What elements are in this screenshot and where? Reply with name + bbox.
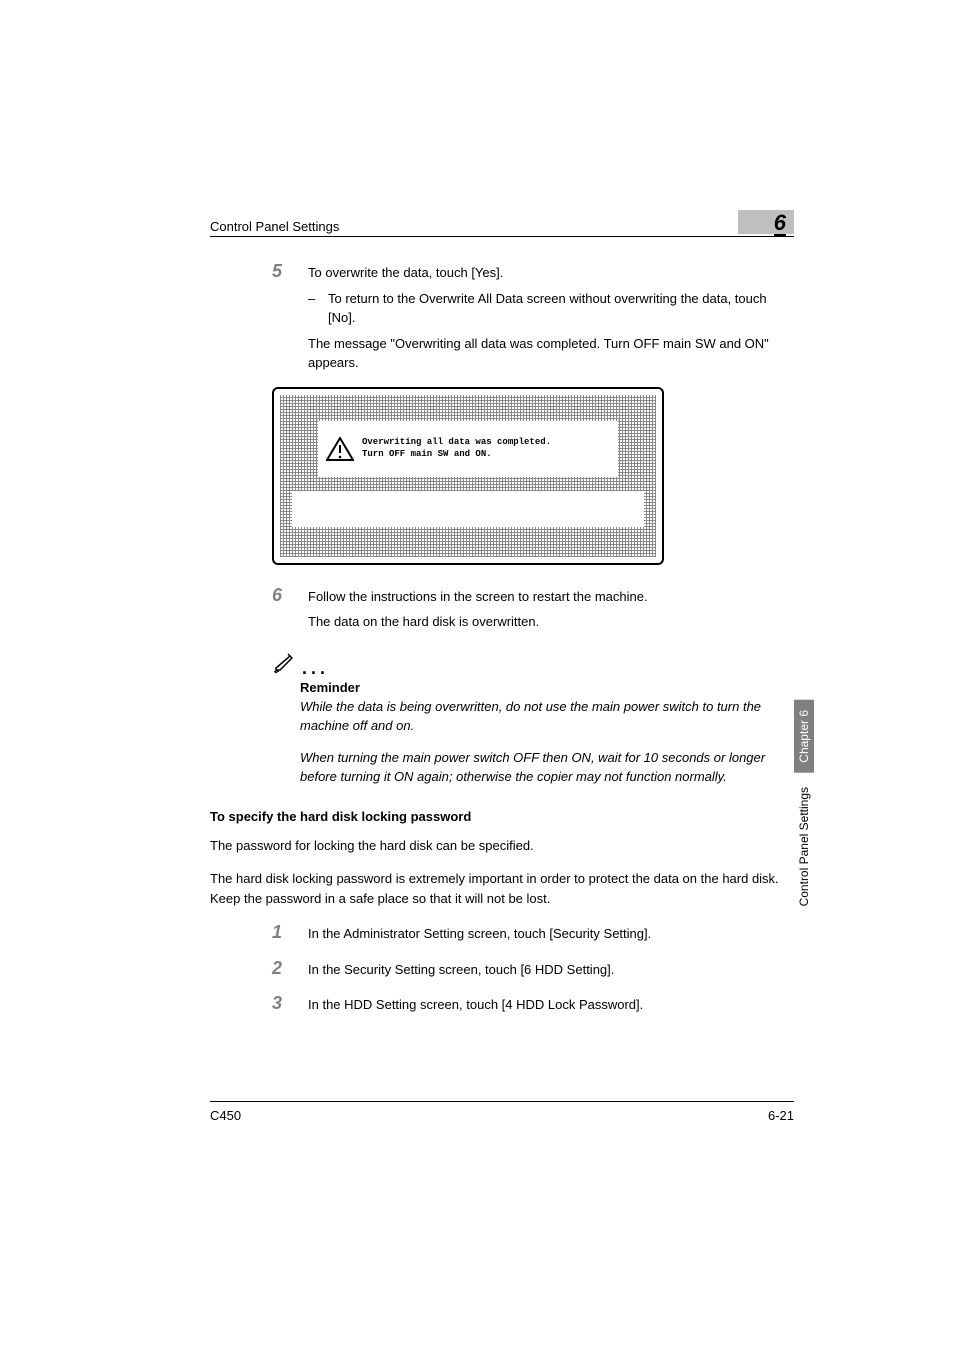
device-screenshot: Overwriting all data was completed. Turn… [272,387,664,565]
step-5-subtext: To return to the Overwrite All Data scre… [328,289,794,328]
page-header: Control Panel Settings 6 [210,210,794,237]
screenshot-msg-line1: Overwriting all data was completed. [362,437,551,449]
side-chapter-label: Chapter 6 [794,700,814,773]
screenshot-stipple: Overwriting all data was completed. Turn… [280,395,656,557]
section-p2: The hard disk locking password is extrem… [210,869,794,908]
reminder-block: ... Reminder While the data is being ove… [272,650,794,787]
step-3-number: 3 [272,993,308,1014]
reminder-dots: ... [302,663,329,674]
step-3: 3 In the HDD Setting screen, touch [4 HD… [272,993,794,1015]
page-footer: C450 6-21 [210,1101,794,1123]
chapter-number: 6 [774,212,786,236]
dash: – [308,289,328,328]
hand-icon [272,650,296,674]
step-5-result: The message "Overwriting all data was co… [308,334,794,373]
step-5-body: To overwrite the data, touch [Yes]. – To… [308,263,794,373]
header-section-title: Control Panel Settings [210,219,339,234]
warning-icon [326,437,354,461]
reminder-p1: While the data is being overwritten, do … [300,697,794,736]
chapter-badge: 6 [738,210,794,234]
step-1: 1 In the Administrator Setting screen, t… [272,922,794,944]
step-5-number: 5 [272,261,308,282]
section-p1: The password for locking the hard disk c… [210,836,794,856]
step-5-text: To overwrite the data, touch [Yes]. [308,263,794,283]
reminder-header: ... [272,650,794,674]
step-2-text: In the Security Setting screen, touch [6… [308,960,794,980]
screenshot-bottom-strip [292,491,644,527]
step-6: 6 Follow the instructions in the screen … [272,585,794,632]
side-tab: Chapter 6 Control Panel Settings [794,700,814,906]
step-1-text: In the Administrator Setting screen, tou… [308,924,794,944]
step-6-number: 6 [272,585,308,606]
reminder-label: Reminder [300,680,794,695]
screenshot-message-strip: Overwriting all data was completed. Turn… [318,421,618,477]
step-1-number: 1 [272,922,308,943]
step-5-subitem: – To return to the Overwrite All Data sc… [308,289,794,328]
screenshot-msg-line2: Turn OFF main SW and ON. [362,449,551,461]
footer-model: C450 [210,1108,241,1123]
main-content: 5 To overwrite the data, touch [Yes]. – … [210,261,794,1015]
step-6-body: Follow the instructions in the screen to… [308,587,794,632]
step-3-text: In the HDD Setting screen, touch [4 HDD … [308,995,794,1015]
side-section-title: Control Panel Settings [797,787,811,906]
step-5: 5 To overwrite the data, touch [Yes]. – … [272,261,794,373]
section-lock-password: To specify the hard disk locking passwor… [210,809,794,1015]
screenshot-message-text: Overwriting all data was completed. Turn… [362,437,551,460]
step-2-number: 2 [272,958,308,979]
reminder-p2: When turning the main power switch OFF t… [300,748,794,787]
step-6-result: The data on the hard disk is overwritten… [308,612,794,632]
footer-page-number: 6-21 [768,1108,794,1123]
step-6-text: Follow the instructions in the screen to… [308,587,794,607]
section-heading: To specify the hard disk locking passwor… [210,809,794,824]
step-2: 2 In the Security Setting screen, touch … [272,958,794,980]
